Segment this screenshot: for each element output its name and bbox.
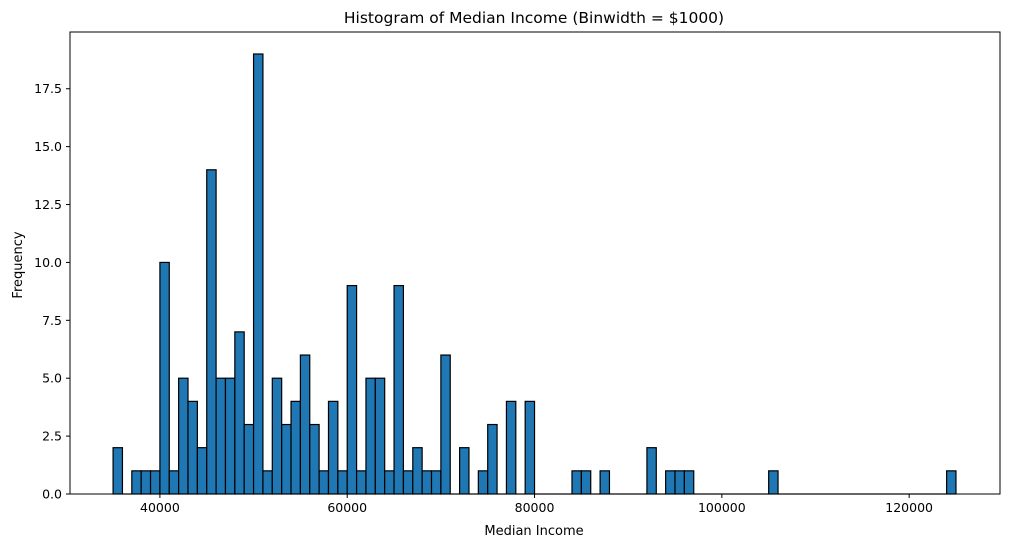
x-tick-label: 120000 — [885, 500, 933, 515]
y-tick-label: 15.0 — [34, 139, 62, 154]
y-tick-label: 10.0 — [34, 255, 62, 270]
y-tick-label: 2.5 — [42, 429, 62, 444]
histogram-bar — [290, 400, 301, 495]
histogram-bar — [459, 447, 470, 495]
histogram-bar — [412, 447, 423, 495]
histogram-bar — [421, 470, 433, 495]
histogram-bar — [477, 470, 489, 495]
histogram-bar — [168, 470, 180, 495]
histogram-bar — [243, 423, 255, 495]
histogram-bar — [946, 470, 957, 495]
x-tick-label: 40000 — [140, 500, 180, 515]
chart-title: Histogram of Median Income (Binwidth = $… — [344, 9, 724, 27]
histogram-bar — [178, 377, 189, 495]
histogram-bar — [224, 377, 236, 495]
histogram-bar — [374, 377, 386, 495]
histogram-bar — [355, 470, 367, 495]
histogram-bar — [262, 470, 273, 495]
histogram-bar — [149, 470, 161, 495]
histogram-bar — [112, 447, 124, 495]
histogram-bar — [487, 423, 498, 495]
histogram-bar — [318, 470, 330, 495]
y-tick-label: 5.0 — [42, 371, 62, 386]
y-tick-label: 7.5 — [42, 313, 62, 328]
y-tick-label: 12.5 — [34, 197, 62, 212]
histogram-bar — [402, 470, 414, 495]
histogram-bar — [440, 354, 451, 495]
histogram-bar — [665, 470, 676, 495]
bars-layer — [112, 53, 957, 495]
histogram-bar — [309, 423, 320, 495]
x-tick-label: 60000 — [327, 500, 367, 515]
histogram-bar — [430, 470, 442, 495]
histogram-bar — [524, 400, 536, 495]
histogram-bar — [505, 400, 517, 495]
histogram-bar — [327, 400, 339, 495]
y-axis-ticks: 0.0 2.5 5.0 7.5 10.0 12.5 15.0 17.5 — [34, 81, 70, 502]
histogram-bar — [384, 470, 395, 495]
histogram-bar — [196, 447, 208, 495]
histogram-bar — [683, 470, 695, 495]
histogram-bar — [580, 470, 592, 495]
histogram-bar — [131, 470, 142, 495]
histogram-bar — [234, 331, 245, 495]
histogram-bar — [599, 470, 611, 495]
histogram-bar — [159, 261, 170, 495]
histogram-bar — [393, 284, 405, 495]
y-tick-label: 0.0 — [42, 487, 62, 502]
y-axis-label: Frequency — [11, 231, 26, 298]
histogram-bar — [768, 470, 779, 495]
histogram-bar — [346, 284, 358, 495]
histogram-bar — [187, 400, 198, 495]
histogram-bar — [674, 470, 685, 495]
y-tick-label: 17.5 — [34, 81, 62, 96]
histogram-bar — [281, 423, 292, 495]
x-axis-label: Median Income — [484, 524, 583, 539]
histogram-bar — [252, 53, 264, 495]
x-tick-label: 80000 — [515, 500, 555, 515]
histogram-bar — [271, 377, 283, 495]
x-tick-label: 100000 — [698, 500, 746, 515]
x-axis-ticks: 40000 60000 80000 100000 120000 — [140, 494, 933, 515]
histogram-bar — [215, 377, 227, 495]
histogram-bar — [337, 470, 348, 495]
histogram-bar — [646, 447, 657, 495]
histogram-bar — [299, 354, 311, 495]
histogram-bar — [140, 470, 152, 495]
histogram-bar — [365, 377, 376, 495]
histogram-bar — [206, 169, 217, 495]
histogram-bar — [571, 470, 582, 495]
